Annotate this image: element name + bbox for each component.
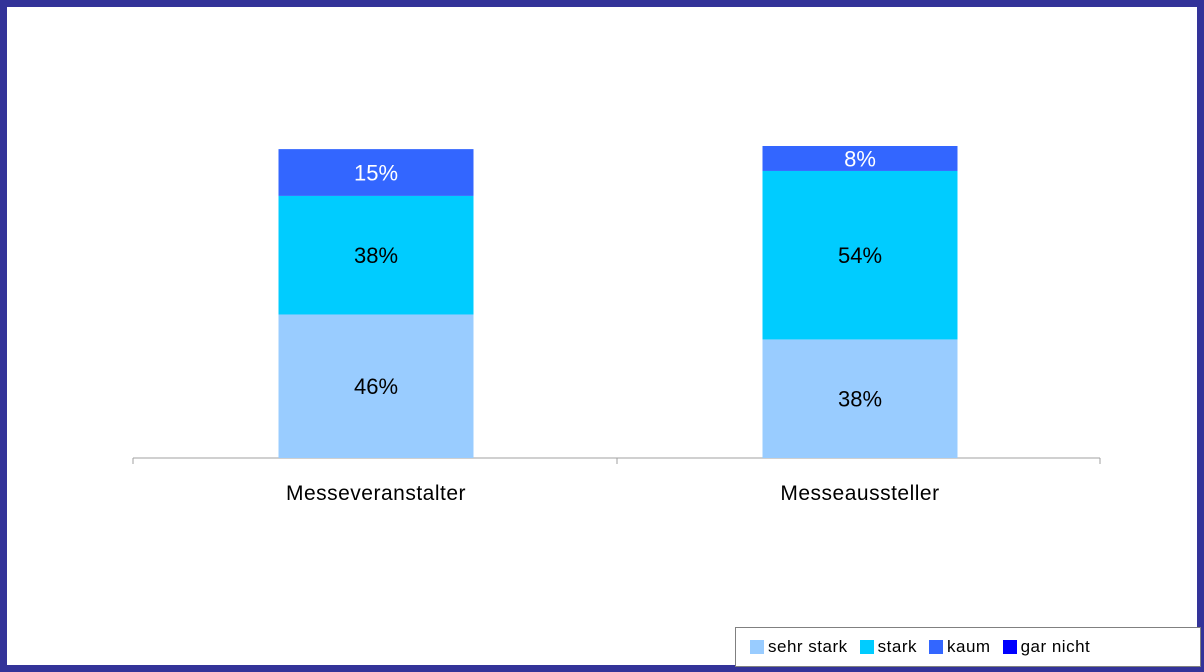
x-tick-label: Messeaussteller [780, 482, 939, 505]
data-label: 38% [354, 243, 398, 268]
bar-segment-kaum [278, 149, 474, 196]
legend-item: kaum [928, 637, 991, 657]
legend-swatch [859, 640, 874, 654]
x-tick-label: Messeveranstalter [286, 482, 466, 505]
data-label: 15% [354, 161, 398, 186]
legend-swatch [1002, 640, 1017, 654]
legend-label: stark [877, 637, 917, 656]
legend-item: stark [859, 637, 917, 657]
legend-label: sehr stark [768, 637, 848, 656]
data-label: 54% [838, 243, 882, 268]
bar-segment-sehr-stark [278, 314, 474, 458]
data-label: 46% [354, 374, 398, 399]
legend-label: gar nicht [1020, 637, 1091, 656]
legend-label: kaum [946, 637, 991, 656]
bar-segment-stark [762, 170, 958, 340]
bar-segment-sehr-stark [762, 339, 958, 458]
data-label: 38% [838, 387, 882, 412]
bar-segment-stark [278, 195, 474, 315]
legend-item: gar nicht [1002, 637, 1091, 657]
legend-item: sehr stark [750, 637, 848, 657]
data-label: 8% [844, 146, 876, 171]
legend-swatch [928, 640, 943, 654]
bar-segment-kaum [762, 146, 958, 171]
legend-swatch [750, 640, 764, 654]
legend: sehr stark stark kaum gar nicht [735, 627, 1201, 667]
